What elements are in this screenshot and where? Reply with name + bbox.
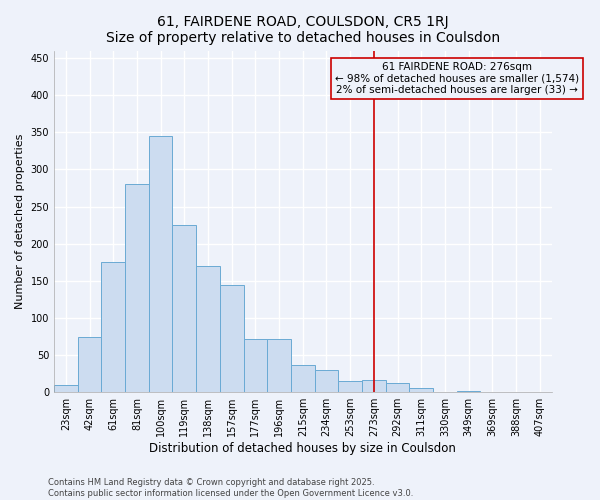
Bar: [291, 364, 314, 392]
Bar: [457, 390, 481, 392]
Bar: [125, 184, 149, 392]
Y-axis label: Number of detached properties: Number of detached properties: [15, 134, 25, 309]
Bar: [314, 370, 338, 392]
Bar: [244, 338, 267, 392]
Bar: [220, 284, 244, 392]
Bar: [196, 266, 220, 392]
Bar: [386, 382, 409, 392]
Bar: [267, 338, 291, 392]
Bar: [54, 385, 78, 392]
Text: 61 FAIRDENE ROAD: 276sqm
← 98% of detached houses are smaller (1,574)
2% of semi: 61 FAIRDENE ROAD: 276sqm ← 98% of detach…: [335, 62, 579, 95]
Title: 61, FAIRDENE ROAD, COULSDON, CR5 1RJ
Size of property relative to detached house: 61, FAIRDENE ROAD, COULSDON, CR5 1RJ Siz…: [106, 15, 500, 45]
Bar: [78, 336, 101, 392]
Bar: [338, 381, 362, 392]
Bar: [149, 136, 172, 392]
Bar: [362, 380, 386, 392]
X-axis label: Distribution of detached houses by size in Coulsdon: Distribution of detached houses by size …: [149, 442, 456, 455]
Text: Contains HM Land Registry data © Crown copyright and database right 2025.
Contai: Contains HM Land Registry data © Crown c…: [48, 478, 413, 498]
Bar: [101, 262, 125, 392]
Bar: [409, 388, 433, 392]
Bar: [172, 225, 196, 392]
